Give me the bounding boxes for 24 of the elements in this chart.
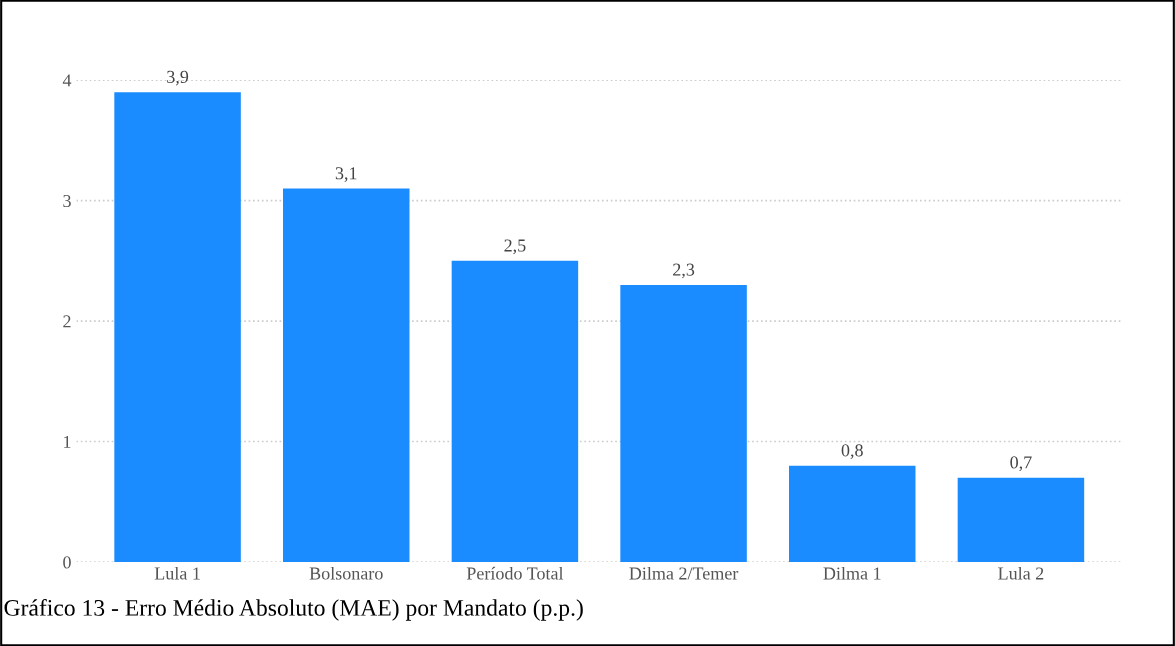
x-tick-label: Lula 1 [154,566,200,580]
bar [620,284,747,563]
x-tick-label: Dilma 1 [823,566,881,580]
x-tick-label: Lula 2 [998,566,1044,580]
x-tick-label: Período Total [466,566,564,580]
y-tick-label: 0 [63,556,71,569]
bar [789,465,916,563]
data-label: 3,1 [335,167,357,182]
data-label: 0,8 [841,444,863,460]
data-label: 0,7 [1010,456,1032,472]
y-tick-label: 3 [63,194,71,208]
y-tick-label: 4 [62,74,72,87]
data-label: 2,3 [673,263,695,279]
bar [114,92,241,563]
text: Gráfico 13 - Erro Médio Absoluto (MAE) por Mandato (p.p.) [4,599,583,621]
y-tick-label: 2 [63,315,71,328]
bar [451,260,579,563]
x-tick-label: Bolsonaro [309,566,383,580]
data-label: 3,9 [167,70,189,86]
data-label: 2,5 [504,239,526,255]
x-tick-label: Dilma 2/Temer [629,566,739,580]
y-tick-label: 1 [64,435,71,448]
bar [957,477,1085,563]
bar [282,188,410,563]
